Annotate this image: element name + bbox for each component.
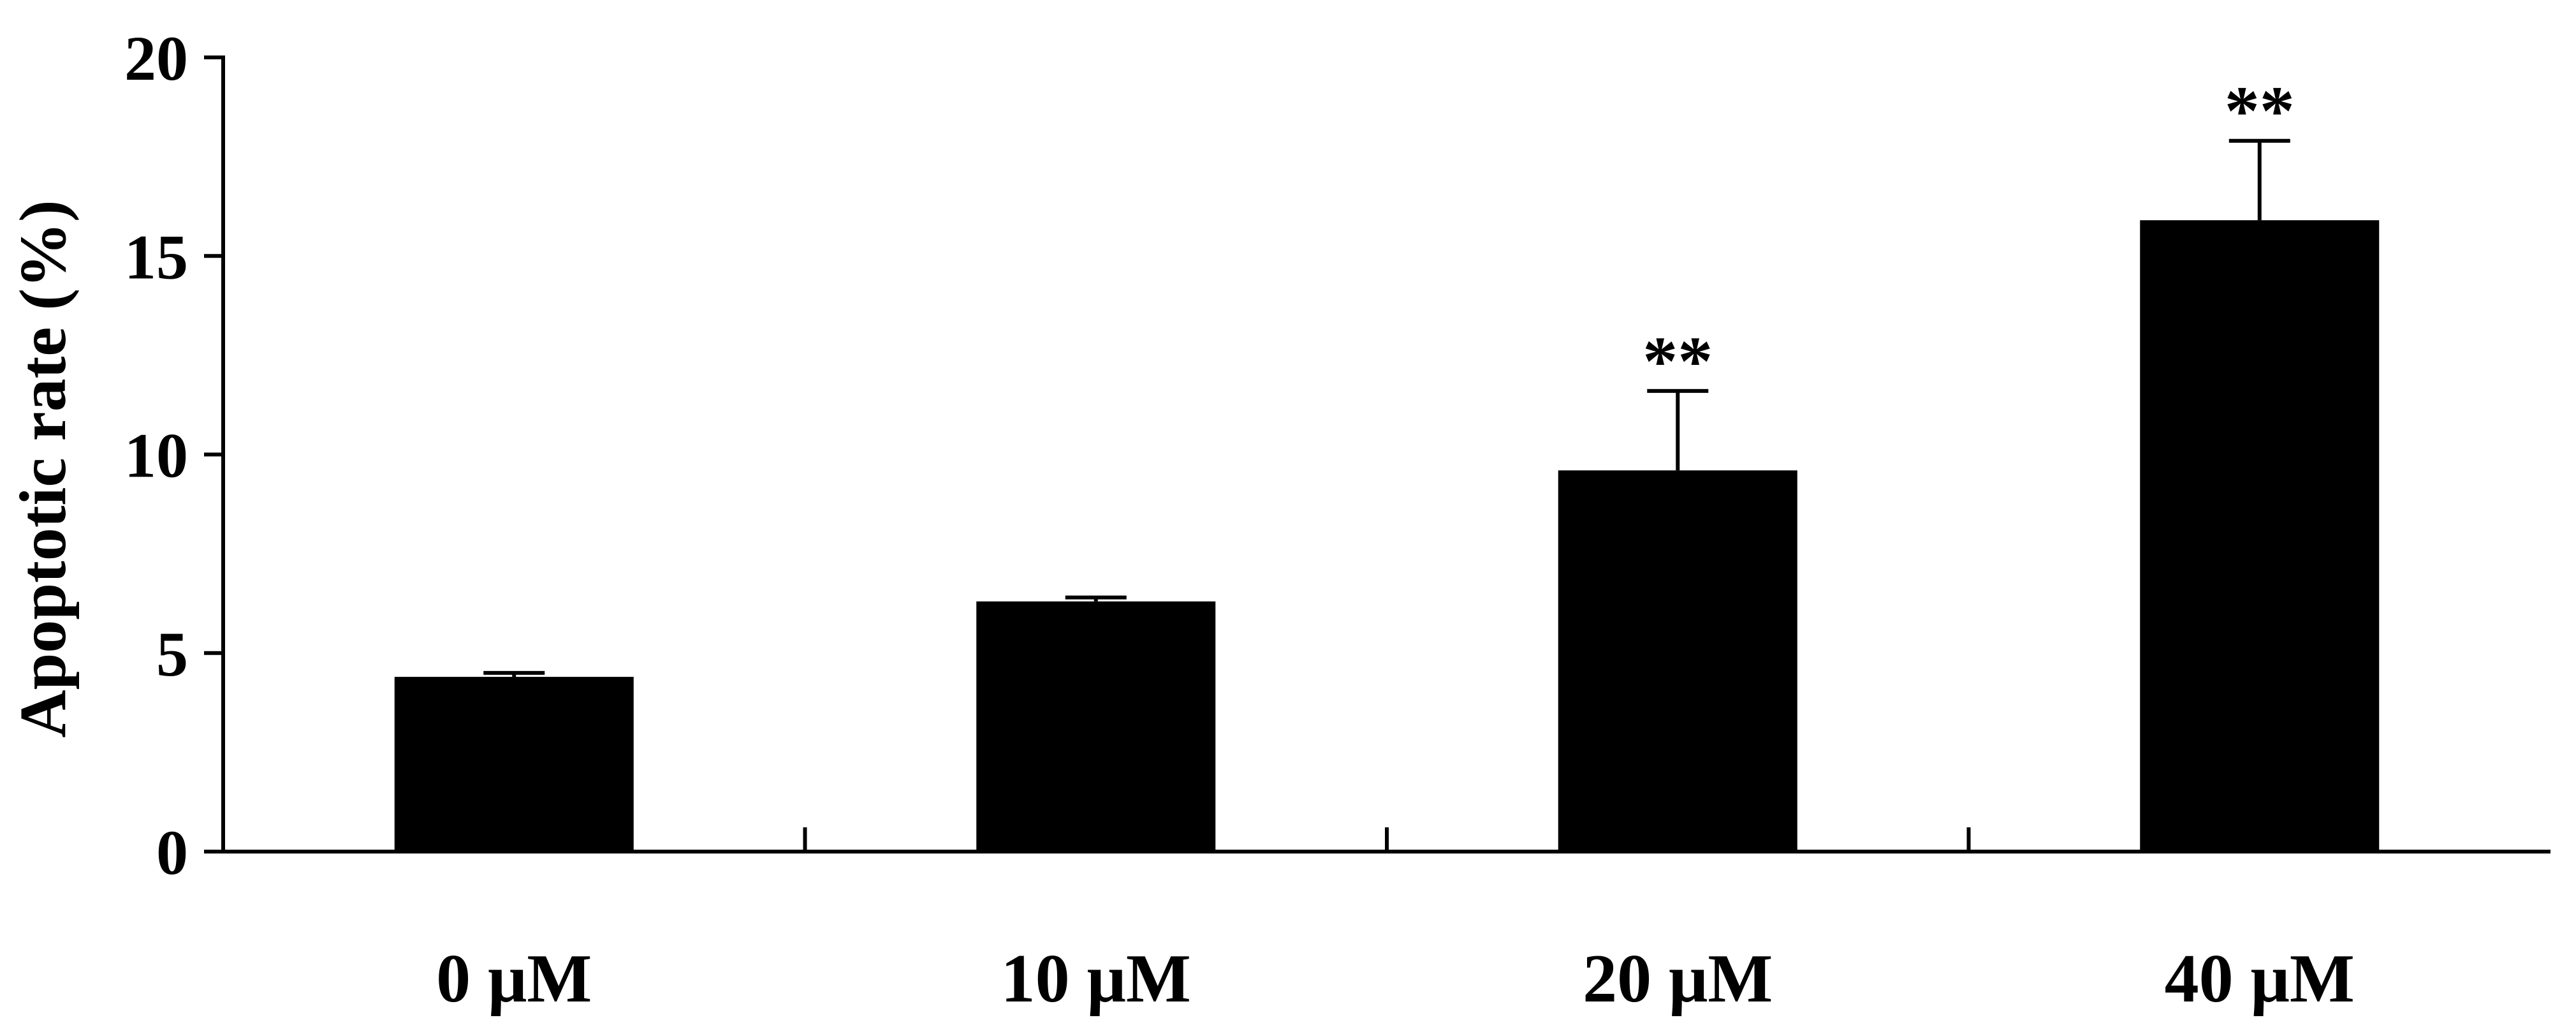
x-tick-label: 20 μM <box>1583 941 1773 1017</box>
bar <box>976 601 1216 852</box>
plot-area: 0 5 10 15 20 0 μM 10 μM ** 20 μM ** 40 μM <box>124 23 2550 1017</box>
x-tick-label: 0 μM <box>436 941 592 1017</box>
bar <box>394 677 634 852</box>
significance-annotation: ** <box>1643 322 1713 400</box>
bar <box>1558 470 1797 852</box>
significance-annotation: ** <box>2225 72 2295 150</box>
y-tick-label: 5 <box>156 619 188 690</box>
x-tick-label: 40 μM <box>2165 941 2355 1017</box>
bar <box>2140 220 2380 852</box>
y-tick-label: 0 <box>156 817 188 888</box>
y-tick-label: 20 <box>124 23 188 94</box>
x-tick-label: 10 μM <box>1001 941 1191 1017</box>
y-tick-label: 15 <box>124 221 188 292</box>
y-tick-label: 10 <box>124 420 188 491</box>
y-axis-label: Apoptotic rate (%) <box>6 200 80 737</box>
